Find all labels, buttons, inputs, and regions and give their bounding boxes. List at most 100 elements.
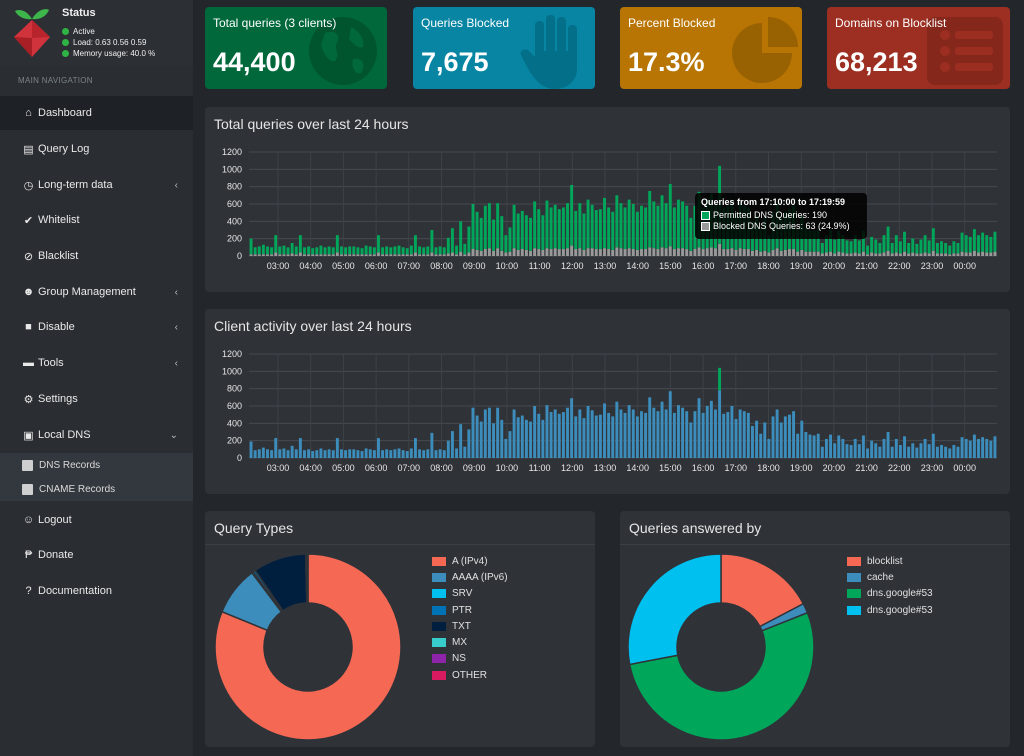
address-book-icon: ▣	[23, 429, 34, 442]
legend-item[interactable]: PTR	[432, 602, 508, 618]
blocked-bar	[405, 254, 409, 256]
legend-swatch	[432, 572, 446, 582]
blocked-bar	[755, 249, 759, 256]
blocked-bar	[389, 254, 393, 256]
bar	[422, 450, 426, 458]
nav-logout[interactable]: ☺ Logout	[0, 503, 193, 537]
queries-panel: Total queries over last 24 hours 0 200 400…	[205, 107, 1010, 292]
bar	[722, 413, 726, 458]
bar	[940, 445, 943, 458]
answered-donut[interactable]	[621, 547, 821, 747]
permitted-bar	[504, 235, 508, 253]
permitted-bar	[586, 199, 590, 249]
nav-dashboard[interactable]: ⌂ Dashboard	[0, 96, 193, 130]
legend-item[interactable]: AAAA (IPv6)	[432, 569, 508, 585]
legend-item[interactable]: A (IPv4)	[432, 553, 508, 569]
nav-cname-records[interactable]: CNAME Records	[22, 484, 115, 495]
permitted-bar	[422, 247, 426, 255]
permitted-bar	[689, 217, 693, 251]
legend-swatch	[432, 670, 446, 680]
legend-item[interactable]: dns.google#53	[847, 586, 933, 602]
legend-item[interactable]: NS	[432, 651, 508, 667]
x-tick-label: 20:00	[823, 463, 846, 473]
bar	[512, 409, 516, 458]
nav-settings[interactable]: ⚙ Settings	[0, 382, 193, 416]
blocked-bar	[508, 251, 512, 256]
blocked-bar	[816, 251, 820, 256]
nav-label: Blacklist	[38, 250, 79, 262]
nav-query-log[interactable]: ▤ Query Log	[0, 132, 193, 166]
nav-local-dns[interactable]: ▣ Local DNS ⌄	[0, 418, 193, 452]
bar	[787, 414, 791, 458]
bar	[870, 440, 874, 458]
legend-item[interactable]: cache	[847, 569, 933, 585]
blocked-bar	[944, 253, 948, 256]
nav-disable[interactable]: ■ Disable ‹	[0, 310, 193, 344]
tile-domains-on-blocklist[interactable]: Domains on Blocklist 68,213	[827, 7, 1010, 89]
blocked-bar	[545, 248, 549, 256]
legend-item[interactable]: OTHER	[432, 667, 508, 683]
nav-blacklist[interactable]: ⊘ Blacklist	[0, 239, 193, 273]
blocked-bar	[413, 252, 417, 256]
legend-item[interactable]: MX	[432, 634, 508, 650]
blocked-bar	[590, 248, 594, 256]
permitted-bar	[266, 246, 269, 255]
bar	[812, 435, 816, 458]
blocked-bar	[907, 253, 911, 256]
bar	[459, 424, 463, 458]
permitted-bar	[841, 235, 845, 253]
permitted-bar	[824, 235, 828, 253]
blocked-bar	[668, 246, 672, 256]
load-dot-icon	[62, 39, 69, 46]
legend-item[interactable]: TXT	[432, 618, 508, 634]
nav-tools[interactable]: ▬ Tools ‹	[0, 346, 193, 380]
donut-slice[interactable]	[627, 553, 722, 666]
queries-chart[interactable]: 0 200 400 600 800 1000 1200 03:00 04:00 05:00 06:0…	[205, 142, 1010, 292]
query-types-donut[interactable]	[208, 547, 408, 747]
clients-chart[interactable]: 0 200 400 600 800 1000 1200 03:00 04:00 05:00 06:0…	[205, 344, 1010, 494]
permitted-bar	[278, 246, 282, 255]
bar	[307, 449, 311, 458]
blocked-bar	[927, 253, 931, 256]
bar	[413, 438, 417, 458]
nav-whitelist[interactable]: ✔ Whitelist	[0, 203, 193, 237]
bar	[290, 445, 294, 458]
tile-percent-blocked[interactable]: Percent Blocked 17.3%	[620, 7, 802, 89]
permitted-bar	[664, 203, 668, 249]
bar	[463, 446, 467, 458]
blocked-bar	[672, 249, 676, 256]
blocked-bar	[335, 252, 339, 256]
permitted-bar	[471, 204, 475, 250]
panel-divider	[205, 544, 595, 545]
blocked-bar	[886, 250, 890, 256]
nav-group-management[interactable]: ☻ Group Management ‹	[0, 275, 193, 309]
donut-slice[interactable]	[306, 553, 309, 604]
nav-documentation[interactable]: ? Documentation	[0, 574, 193, 608]
blocked-bar	[824, 252, 828, 256]
x-tick-label: 11:00	[529, 463, 551, 473]
permitted-bar	[861, 230, 865, 252]
bar	[948, 448, 952, 458]
blocked-bar	[319, 254, 323, 256]
legend-label: OTHER	[452, 669, 487, 681]
blocked-bar	[282, 254, 286, 256]
legend-item[interactable]: dns.google#53	[847, 602, 933, 618]
donut-slice[interactable]	[214, 553, 402, 741]
tile-queries-blocked[interactable]: Queries Blocked 7,675	[413, 7, 595, 89]
donut-slice[interactable]	[628, 611, 815, 741]
tile-total-queries[interactable]: Total queries (3 clients) 44,400	[205, 7, 387, 89]
nav-dns-records[interactable]: DNS Records	[22, 460, 100, 471]
bar	[492, 423, 495, 458]
blocked-bar	[377, 252, 380, 256]
permitted-bar	[561, 207, 565, 250]
bar	[726, 412, 730, 458]
nav-donate[interactable]: ₱ Donate	[0, 538, 193, 572]
legend-swatch	[847, 556, 861, 566]
blocked-bar	[787, 249, 791, 256]
legend-item[interactable]: SRV	[432, 586, 508, 602]
blocked-bar	[315, 254, 319, 256]
permitted-bar	[681, 201, 685, 249]
nav-long-term-data[interactable]: ◷ Long-term data ‹	[0, 168, 193, 202]
clients-panel: Client activity over last 24 hours 0 200 4…	[205, 309, 1010, 494]
legend-item[interactable]: blocklist	[847, 553, 933, 569]
